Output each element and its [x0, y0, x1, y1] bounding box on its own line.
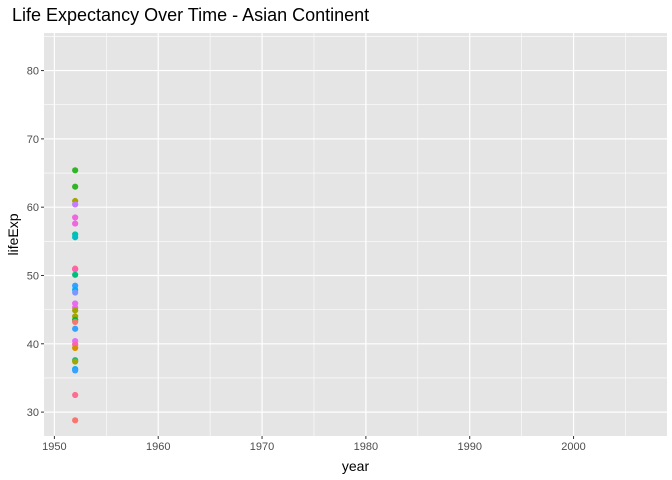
- data-point: [72, 289, 79, 296]
- data-point: [72, 183, 79, 190]
- y-tick-label: 40: [27, 339, 39, 351]
- major-gridlines: [44, 33, 667, 436]
- data-point: [72, 318, 79, 326]
- data-point: [72, 344, 79, 351]
- x-tick-label: 1990: [457, 441, 481, 453]
- y-axis: 30 40 50 60 70 80: [27, 66, 44, 419]
- x-tick-label: 1950: [42, 441, 66, 453]
- x-tick-label: 1960: [146, 441, 170, 453]
- data-point: [72, 358, 79, 365]
- x-tick-label: 1970: [250, 441, 274, 453]
- data-point: [72, 325, 79, 332]
- y-tick-label: 50: [27, 270, 39, 282]
- x-tick-label: 2000: [561, 441, 585, 453]
- data-point: [72, 201, 79, 208]
- y-tick-label: 70: [27, 134, 39, 146]
- chart-title: Life Expectancy Over Time - Asian Contin…: [12, 5, 369, 25]
- data-point: [72, 391, 79, 399]
- minor-gridlines: [44, 33, 667, 436]
- data-point: [72, 234, 79, 241]
- y-tick-label: 80: [27, 66, 39, 78]
- data-point: [72, 214, 79, 221]
- data-point: [72, 167, 79, 174]
- x-axis-title: year: [342, 458, 370, 474]
- data-points: [72, 167, 79, 424]
- x-axis: 1950 1960 1970 1980 1990 2000: [42, 436, 586, 453]
- data-point: [72, 271, 79, 278]
- data-point: [72, 417, 79, 424]
- x-tick-label: 1980: [354, 441, 378, 453]
- plot-panel: [44, 33, 667, 436]
- data-point: [72, 220, 79, 227]
- y-tick-label: 30: [27, 407, 39, 419]
- y-tick-label: 60: [27, 202, 39, 214]
- y-axis-title: lifeExp: [5, 213, 21, 255]
- data-point: [72, 367, 79, 374]
- data-point: [72, 266, 79, 273]
- data-point: [72, 307, 79, 314]
